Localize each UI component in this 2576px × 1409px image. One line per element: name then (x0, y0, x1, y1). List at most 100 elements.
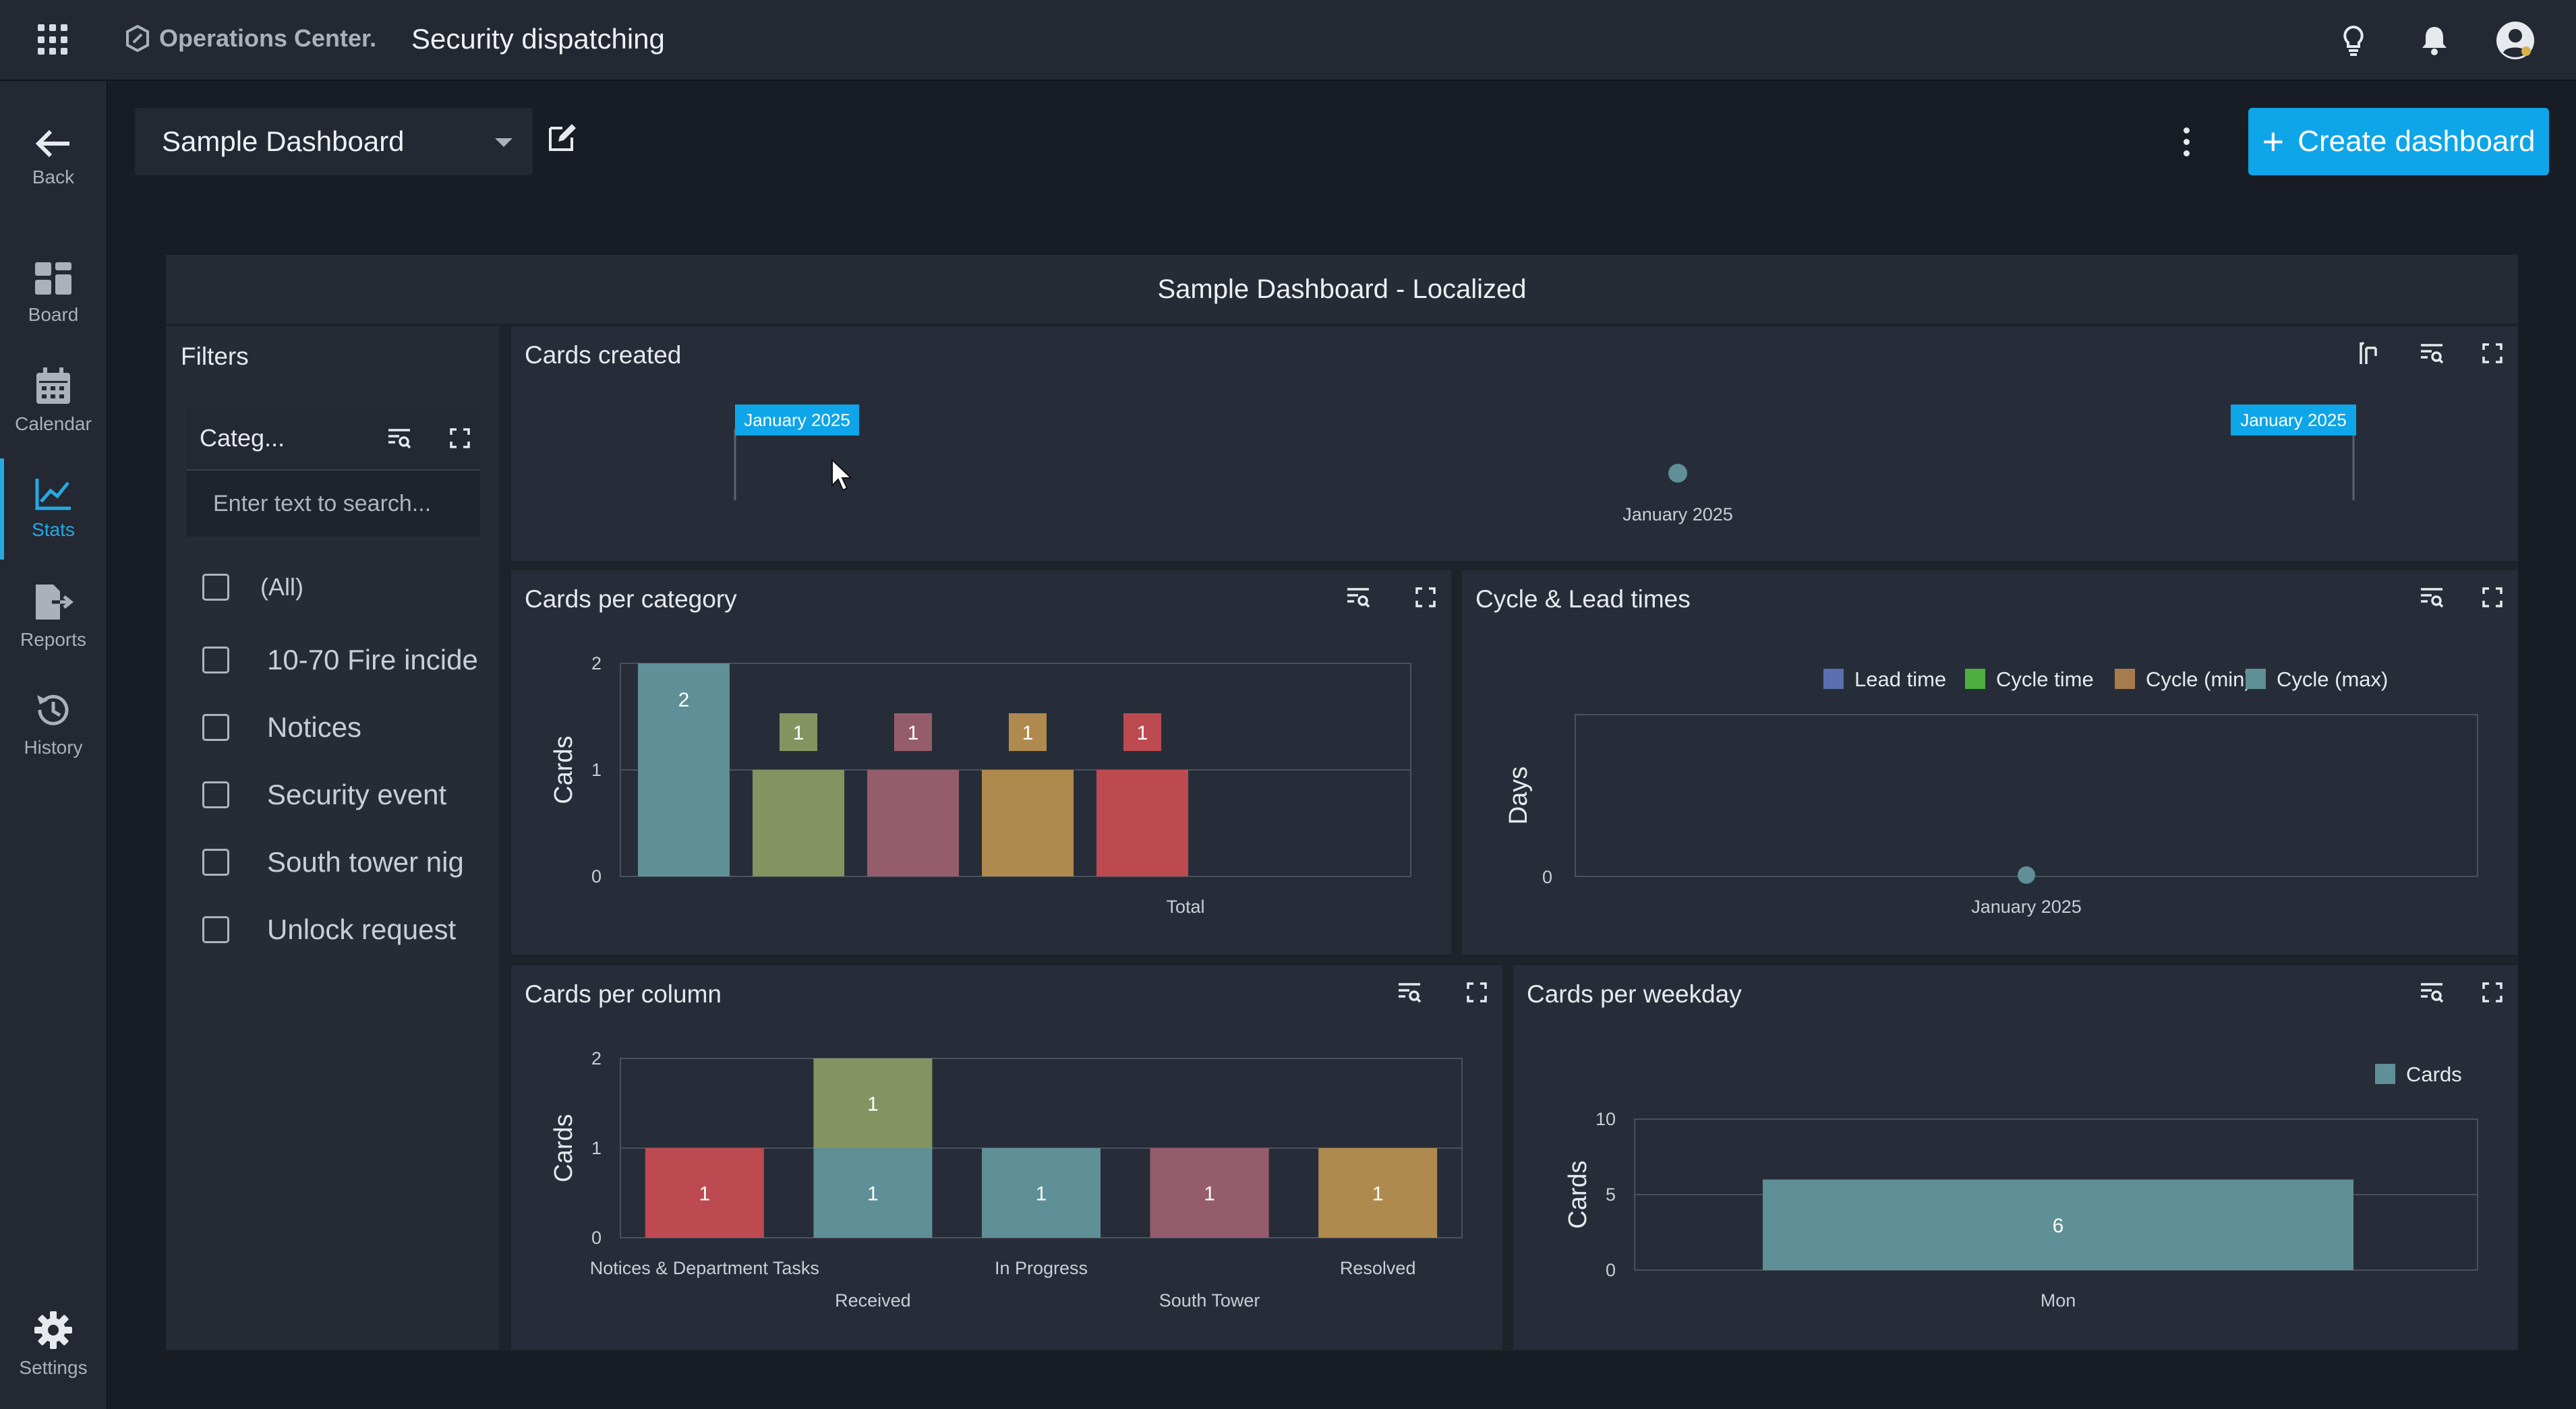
cards-per-weekday-chart: 0 5 10 Cards Cards 6 Mon (1564, 1062, 2478, 1311)
range-end-handle[interactable] (2231, 404, 2356, 436)
sidebar-item-calendar[interactable]: Calendar (0, 351, 107, 452)
y-axis-label: Cards (1564, 1160, 1592, 1228)
sidebar-item-reports[interactable]: Reports (0, 566, 107, 667)
range-start-handle[interactable] (735, 404, 859, 436)
category-search-input[interactable] (186, 469, 480, 537)
filter-options-icon[interactable] (2418, 340, 2445, 367)
top-bar: Operations Center. Security dispatching (0, 0, 2576, 81)
checkbox[interactable] (202, 714, 229, 741)
y-tick-label: 0 (591, 1228, 602, 1248)
checkbox[interactable] (202, 916, 229, 943)
cards-created-title: Cards created (525, 341, 682, 369)
cards-per-category-title: Cards per category (525, 585, 737, 613)
edit-dashboard-button[interactable] (546, 121, 587, 162)
cards-per-column-title: Cards per column (525, 980, 722, 1008)
data-label: 1 (1137, 722, 1148, 744)
filter-option-all[interactable]: (All) (202, 564, 486, 611)
legend-label: Cycle (max) (2277, 667, 2388, 691)
x-tick-label: Mon (2041, 1290, 2076, 1311)
x-tick-label: South Tower (1159, 1290, 1260, 1311)
checkbox[interactable] (202, 574, 229, 601)
cycle-lead-chart: 0 Days Lead time Cycle time Cycle (min) Cycle… (1504, 667, 2478, 917)
brand-name: Operations Center. (159, 24, 377, 52)
dashboard-title: Sample Dashboard - Localized (166, 255, 2518, 324)
range-end-label: January 2025 (2240, 410, 2347, 430)
x-tick-label: Resolved (1340, 1258, 1416, 1278)
data-label: 1 (867, 1093, 879, 1116)
y-tick-label: 1 (591, 1138, 602, 1158)
cards-per-weekday-panel: Cards per weekday 0 5 10 Cards Cards 6 Mon (1513, 965, 2518, 1350)
app-title: Security dispatching (411, 23, 665, 55)
board-icon (35, 262, 71, 295)
range-icon[interactable] (2358, 340, 2384, 367)
filter-options-icon[interactable] (386, 425, 413, 452)
data-label: 1 (1036, 1183, 1047, 1205)
sidebar-item-history[interactable]: History (0, 674, 107, 775)
legend-label: Lead time (1854, 667, 1946, 691)
bar (1096, 770, 1188, 876)
checkbox[interactable] (202, 781, 229, 808)
data-label: 1 (1372, 1183, 1384, 1205)
legend-swatch (1965, 669, 1985, 689)
y-tick-label: 2 (591, 1048, 602, 1069)
legend-swatch (2246, 669, 2266, 689)
dashboard-select[interactable]: Sample Dashboard (135, 108, 533, 175)
arrow-left-icon (35, 129, 69, 158)
y-axis-label: Cards (550, 1114, 578, 1182)
bar (867, 770, 959, 876)
create-dashboard-button[interactable]: + Create dashboard (2248, 108, 2549, 175)
brand[interactable]: Operations Center. (125, 24, 376, 53)
filter-option[interactable]: South tower nig (202, 839, 486, 886)
filter-options-icon[interactable] (1345, 584, 1372, 611)
filter-options-icon[interactable] (2418, 979, 2445, 1006)
filter-option[interactable]: Unlock request (202, 906, 486, 953)
bar-segment (982, 1148, 1101, 1238)
cards-per-weekday-title: Cards per weekday (1527, 980, 1742, 1008)
category-filter-header[interactable]: Categ... (186, 407, 480, 469)
filter-option[interactable]: 10-70 Fire incide (202, 636, 486, 684)
checkbox[interactable] (202, 647, 229, 673)
data-label: 1 (1204, 1183, 1215, 1205)
x-tick-label: Total (1166, 897, 1204, 917)
filter-option[interactable]: Security event (202, 771, 486, 818)
y-tick-label: 0 (1542, 867, 1552, 887)
bar (982, 770, 1074, 876)
apps-grid-icon[interactable] (38, 24, 69, 55)
lightbulb-icon[interactable] (2333, 20, 2374, 61)
sidebar-item-board[interactable]: Board (0, 243, 107, 344)
timeline-point[interactable] (1668, 464, 1687, 483)
data-label-box (1123, 713, 1161, 751)
expand-icon[interactable] (1412, 584, 1439, 611)
x-tick-label: In Progress (995, 1258, 1088, 1278)
y-tick-label: 0 (591, 866, 602, 887)
more-options-button[interactable] (2173, 121, 2200, 162)
expand-icon[interactable] (2479, 584, 2506, 611)
bar-segment (813, 1058, 933, 1148)
expand-icon[interactable] (1463, 979, 1490, 1006)
category-filter-label: Categ... (200, 424, 285, 452)
y-axis-label: Cards (550, 736, 578, 804)
expand-icon[interactable] (2479, 979, 2506, 1006)
dashboard-select-value: Sample Dashboard (162, 125, 405, 157)
bell-icon[interactable] (2414, 20, 2455, 61)
cycle-lead-title: Cycle & Lead times (1475, 585, 1691, 613)
y-tick-label: 10 (1596, 1109, 1616, 1129)
sidebar-item-stats[interactable]: Stats (0, 458, 107, 560)
reports-icon (36, 584, 74, 620)
y-tick-label: 0 (1606, 1260, 1616, 1280)
data-label: 1 (699, 1183, 710, 1205)
y-axis-label: Days (1504, 767, 1533, 825)
expand-icon[interactable] (446, 425, 473, 452)
legend-label: Cycle time (1996, 667, 2094, 691)
user-avatar-icon[interactable] (2495, 20, 2536, 61)
expand-icon[interactable] (2479, 340, 2506, 367)
sidebar-item-back[interactable]: Back (0, 108, 107, 209)
checkbox[interactable] (202, 849, 229, 876)
range-start-label: January 2025 (744, 410, 850, 430)
cards-per-category-panel: Cards per category 0 1 2 Cards 2 1 1 1 1 Total (511, 570, 1451, 955)
filter-options-icon[interactable] (2418, 584, 2445, 611)
filter-option[interactable]: Notices (202, 704, 486, 751)
x-tick-label: January 2025 (1971, 897, 2082, 917)
sidebar-item-settings[interactable]: Settings (0, 1294, 107, 1396)
filter-options-icon[interactable] (1396, 979, 1423, 1006)
